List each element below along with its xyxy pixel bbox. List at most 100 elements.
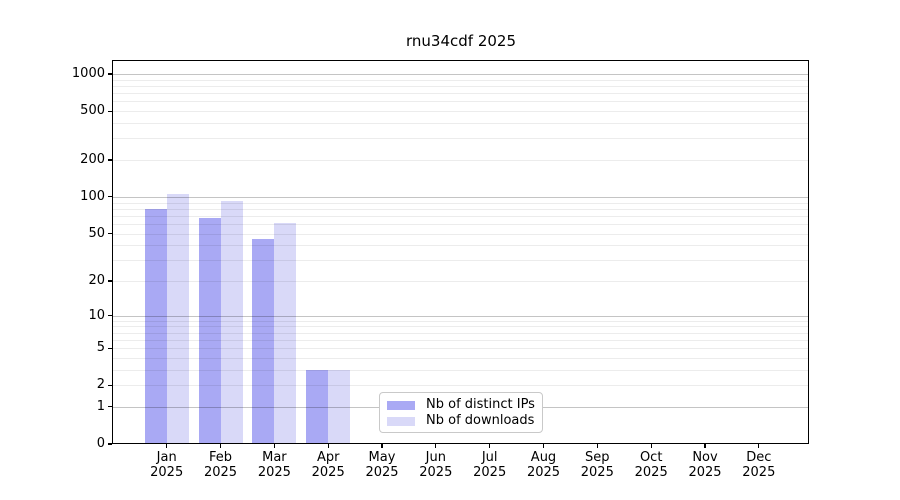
year-label: 2025 <box>257 465 291 480</box>
minor-gridline <box>112 215 809 217</box>
x-tick-label: Oct 2025 <box>621 450 681 480</box>
month-label: Dec <box>746 450 772 465</box>
minor-gridline <box>112 369 809 371</box>
y-tick <box>108 73 112 75</box>
y-tick <box>108 110 112 112</box>
major-gridline <box>112 74 809 75</box>
minor-gridline <box>112 233 809 235</box>
y-tick-label: 200 <box>80 152 105 167</box>
bar-distinct-ips-apr <box>306 369 329 444</box>
year-label: 2025 <box>580 465 614 480</box>
bar-downloads-mar <box>274 223 297 444</box>
bar-downloads-jan <box>166 193 189 444</box>
year-label: 2025 <box>526 465 561 480</box>
y-tick-label: 50 <box>88 225 105 241</box>
x-tick-label: Mar 2025 <box>244 450 304 480</box>
year-label: 2025 <box>634 465 668 480</box>
month-label: Nov <box>692 450 718 465</box>
distinct-ips-swatch <box>387 400 415 410</box>
x-tick-label: Feb 2025 <box>191 450 251 480</box>
month-label: Aug <box>530 450 557 465</box>
minor-gridline <box>112 223 809 225</box>
month-label: Apr <box>316 450 340 465</box>
y-tick <box>108 347 112 349</box>
grid-layer <box>112 60 809 444</box>
legend-entry-downloads: Nb of downloads <box>387 414 534 428</box>
month-label: Feb <box>208 450 233 465</box>
year-label: 2025 <box>365 465 399 480</box>
x-tick <box>273 444 275 448</box>
x-tick-label: Sep 2025 <box>567 450 627 480</box>
x-tick-label: Aug 2025 <box>514 450 574 480</box>
minor-gridline <box>112 93 809 95</box>
y-tick <box>108 384 112 386</box>
minor-gridline <box>112 138 809 140</box>
y-tick-label: 20 <box>88 273 105 288</box>
x-tick <box>219 444 222 448</box>
x-tick <box>489 444 491 448</box>
x-tick <box>435 444 437 448</box>
downloads-swatch <box>387 416 415 426</box>
major-gridline <box>112 196 809 198</box>
year-label: 2025 <box>419 465 453 480</box>
minor-gridline <box>112 332 809 334</box>
y-tick <box>108 315 112 317</box>
legend-entry-distinct-ips: Nb of distinct IPs <box>387 397 535 412</box>
minor-gridline <box>112 357 809 359</box>
year-label: 2025 <box>688 465 722 480</box>
bar-distinct-ips-jan <box>144 208 167 444</box>
bar-distinct-ips-feb <box>198 218 221 444</box>
x-tick <box>166 444 168 448</box>
month-label: Sep <box>585 450 610 465</box>
minor-gridline <box>112 385 809 387</box>
y-tick <box>108 159 112 161</box>
legend-label-downloads: Nb of downloads <box>426 413 535 428</box>
minor-gridline <box>112 202 809 204</box>
minor-gridline <box>112 320 809 322</box>
month-label: Oct <box>639 450 663 465</box>
bar-distinct-ips-mar <box>252 239 275 444</box>
y-tick <box>108 196 112 198</box>
minor-gridline <box>112 245 809 247</box>
legend-label-distinct-ips: Nb of distinct IPs <box>426 397 535 412</box>
x-tick-label: Apr 2025 <box>298 450 358 480</box>
x-tick <box>542 444 545 448</box>
minor-gridline <box>112 348 809 350</box>
y-tick-label: 1000 <box>71 66 105 81</box>
year-label: 2025 <box>473 465 507 480</box>
minor-gridline <box>112 111 809 113</box>
plot-area <box>112 60 809 444</box>
year-label: 2025 <box>203 465 238 480</box>
y-tick-label: 1 <box>96 398 105 414</box>
x-tick <box>381 444 383 448</box>
y-tick <box>108 280 112 282</box>
minor-gridline <box>112 79 809 81</box>
x-tick <box>704 444 706 448</box>
chart-title: rnu34cdf 2025 <box>406 32 516 50</box>
y-tick <box>108 232 112 235</box>
x-tick <box>596 444 598 448</box>
minor-gridline <box>112 86 809 87</box>
year-label: 2025 <box>150 465 184 480</box>
x-tick-label: May 2025 <box>352 450 412 480</box>
x-tick <box>650 444 652 448</box>
bars-layer <box>112 60 809 444</box>
month-label: Jan <box>156 450 177 465</box>
y-tick-label: 500 <box>80 103 105 119</box>
x-tick-label: Jan 2025 <box>137 450 197 480</box>
y-tick-label: 10 <box>88 307 105 323</box>
month-label: May <box>368 450 396 465</box>
bar-downloads-apr <box>328 369 351 444</box>
minor-gridline <box>112 281 809 282</box>
x-tick <box>327 444 329 448</box>
minor-gridline <box>112 208 809 210</box>
minor-gridline <box>112 123 809 124</box>
bar-downloads-feb <box>220 201 243 444</box>
year-label: 2025 <box>742 465 776 480</box>
y-tick-label: 0 <box>96 436 105 451</box>
y-tick-label: 100 <box>80 188 105 204</box>
minor-gridline <box>112 101 809 103</box>
x-tick-label: Nov 2025 <box>675 450 735 480</box>
x-tick-label: Jun 2025 <box>406 450 466 480</box>
